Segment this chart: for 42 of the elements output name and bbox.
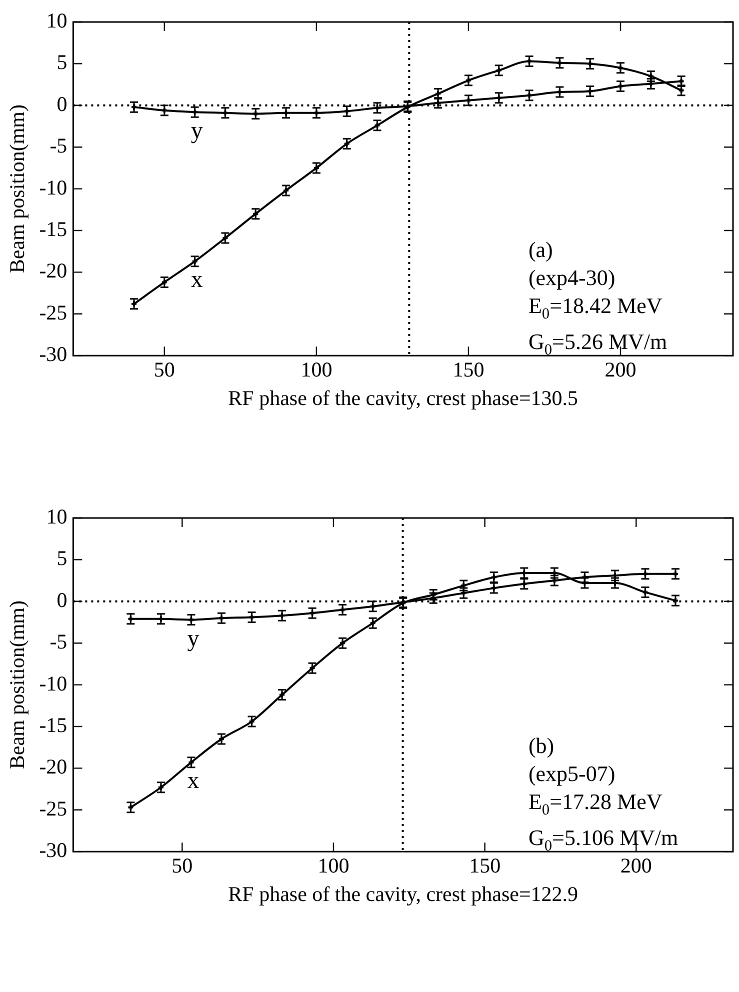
y-tick-label: 5	[56, 546, 68, 570]
y-tick-label: -20	[39, 754, 68, 779]
x-tick-label: 100	[300, 358, 332, 382]
series-label: y	[190, 118, 203, 146]
y-tick-label: 5	[56, 50, 68, 74]
y-tick-label: 10	[46, 504, 68, 529]
annotation: (b)	[528, 732, 556, 760]
annotation: (exp4-30)	[528, 264, 616, 292]
x-tick-label: 50	[172, 854, 193, 878]
y-tick-label: -30	[39, 342, 68, 366]
annotation: E$_{0}$=17.28 MeV	[528, 788, 664, 820]
y-tick-label: -25	[39, 300, 68, 324]
x-tick-label: 50	[154, 358, 175, 382]
y-tick-label: 0	[56, 588, 68, 612]
annotation: G$_{0}$=5.106 MV/m	[528, 824, 678, 854]
x-tick-label: 150	[452, 358, 484, 382]
y-tick-label: -5	[50, 630, 68, 654]
y-tick-label: -30	[39, 838, 68, 862]
x-tick-label: 150	[469, 854, 501, 878]
annotation: (exp5-07)	[528, 760, 616, 788]
y-tick-label: -10	[39, 671, 68, 696]
y-tick-label: 0	[56, 92, 68, 116]
annotation: (a)	[528, 236, 554, 264]
y-tick-label: -15	[39, 217, 68, 242]
x-axis-title: RF phase of the cavity, crest phase=130.5	[228, 386, 578, 410]
annotation: G$_{0}$=5.26 MV/m	[528, 328, 668, 358]
series-label: y	[187, 626, 200, 653]
y-axis-title: Beam position(mm)	[5, 600, 30, 770]
series-label: x	[187, 768, 200, 796]
series-label: x	[190, 267, 203, 294]
x-tick-label: 200	[620, 854, 652, 878]
y-tick-label: -20	[39, 258, 68, 283]
y-tick-label: -15	[39, 713, 68, 738]
x-tick-label: 200	[604, 358, 636, 382]
x-tick-label: 100	[318, 854, 350, 878]
x-axis-title: RF phase of the cavity, crest phase=122.9	[228, 882, 578, 906]
annotation: E$_{0}$=18.42 MeV	[528, 292, 664, 324]
y-tick-label: -10	[39, 175, 68, 200]
y-tick-label: -5	[50, 134, 68, 158]
y-tick-label: 10	[46, 8, 68, 33]
y-axis-title: Beam position(mm)	[5, 104, 30, 274]
y-tick-label: -25	[39, 796, 68, 820]
